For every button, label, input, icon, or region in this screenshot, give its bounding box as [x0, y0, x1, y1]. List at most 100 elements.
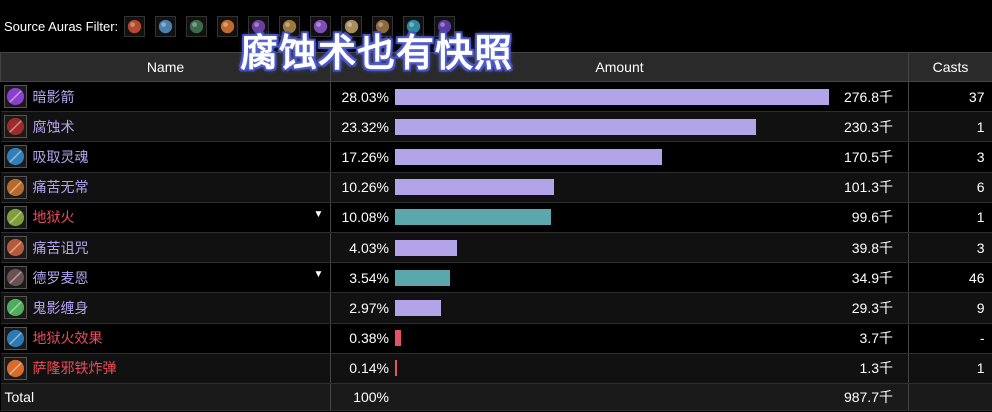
indigo-eye-icon[interactable]: [434, 15, 456, 37]
table-row[interactable]: 鬼影缠身 2.97% 29.3千 9: [0, 292, 992, 324]
damage-amount: 99.6千: [851, 209, 893, 226]
damage-bar-track: [395, 118, 829, 135]
damage-bar: [395, 118, 757, 135]
damage-amount: 34.9千: [851, 269, 893, 286]
expand-caret-icon[interactable]: ▼: [313, 208, 324, 220]
overlay-title: 腐蚀术也有快照: [240, 31, 514, 75]
demon-icon: [3, 266, 27, 290]
hellfire-effect-icon: [3, 326, 27, 350]
filter-label: Source Auras Filter:: [4, 18, 119, 34]
spell-name[interactable]: 暗影箭: [32, 88, 75, 105]
damage-percent: 0.38%: [349, 330, 389, 347]
damage-bar: [395, 330, 402, 347]
swirl-icon[interactable]: [155, 15, 177, 37]
cast-count: 46: [908, 262, 992, 294]
total-amount: 987.7千: [843, 388, 893, 405]
hellfire-icon: [3, 205, 27, 229]
damage-percent: 2.97%: [349, 299, 389, 316]
spell-name[interactable]: 地狱火效果: [32, 330, 103, 347]
damage-bar-track: [395, 148, 829, 165]
table-row[interactable]: 痛苦无常 10.26% 101.3千 6: [0, 172, 992, 203]
table-row[interactable]: 暗影箭 28.03% 276.8千 37: [0, 81, 992, 113]
damage-amount: 3.7千: [859, 330, 893, 347]
damage-amount: 276.8千: [843, 88, 893, 105]
damage-amount: 1.3千: [859, 360, 893, 377]
damage-bar: [395, 209, 552, 226]
damage-bar-track: [395, 239, 829, 256]
total-pct: 100%: [353, 388, 389, 405]
spell-name[interactable]: 萨隆邪铁炸弹: [32, 360, 117, 377]
source-auras-filter-bar: Source Auras Filter:: [0, 0, 992, 52]
unstable-affliction-icon: [3, 175, 27, 199]
spell-name[interactable]: 鬼影缠身: [32, 299, 89, 316]
header-name[interactable]: Name: [0, 52, 331, 82]
haunt-icon: [3, 296, 27, 320]
damage-percent: 17.26%: [341, 148, 389, 165]
damage-bar-track: [395, 269, 829, 286]
spell-name[interactable]: 腐蚀术: [32, 118, 75, 135]
cast-count: 37: [908, 81, 992, 113]
table-row[interactable]: 地狱火 ▼ 10.08% 99.6千 1: [0, 202, 992, 233]
cast-count: 1: [908, 202, 992, 233]
damage-amount: 170.5千: [843, 148, 893, 165]
damage-table: Name Amount Casts 暗影箭 28.03% 276.8千 37 腐蚀术 23…: [0, 52, 992, 411]
curse-of-agony-icon: [3, 236, 27, 260]
damage-bar-track: [395, 179, 829, 196]
table-row[interactable]: 萨隆邪铁炸弹 0.14% 1.3千 1: [0, 353, 992, 384]
gold-beast-icon[interactable]: [279, 15, 301, 37]
fel-bomb-icon: [3, 356, 27, 380]
damage-bar: [395, 179, 554, 196]
damage-percent: 23.32%: [341, 118, 389, 135]
green-skull-icon[interactable]: [186, 15, 208, 37]
violet-burst-icon[interactable]: [310, 15, 332, 37]
damage-amount: 230.3千: [843, 118, 893, 135]
shadow-bolt-icon: [3, 85, 27, 109]
damage-amount: 29.3千: [851, 299, 893, 316]
damage-bar-track: [395, 209, 829, 226]
damage-bar: [395, 239, 458, 256]
spell-name[interactable]: 地狱火: [32, 209, 75, 226]
table-row[interactable]: 痛苦诅咒 4.03% 39.8千 3: [0, 232, 992, 264]
header-casts[interactable]: Casts: [908, 52, 992, 82]
spell-name[interactable]: 痛苦诅咒: [32, 239, 89, 256]
cast-count: 1: [908, 111, 992, 143]
damage-bar-track: [395, 299, 829, 316]
brown-rune-icon[interactable]: [372, 15, 394, 37]
damage-percent: 10.08%: [341, 209, 389, 226]
damage-percent: 0.14%: [349, 360, 389, 377]
damage-percent: 10.26%: [341, 179, 389, 196]
damage-bar-track: [395, 88, 829, 105]
teal-orb-icon[interactable]: [403, 15, 425, 37]
damage-bar: [395, 269, 450, 286]
cast-count: 1: [908, 353, 992, 384]
expand-caret-icon[interactable]: ▼: [313, 269, 324, 281]
cast-count: 3: [908, 141, 992, 173]
damage-bar: [395, 360, 398, 377]
damage-bar: [395, 88, 829, 105]
table-row[interactable]: 地狱火效果 0.38% 3.7千 -: [0, 323, 992, 354]
orange-blade-icon[interactable]: [217, 15, 239, 37]
cast-count: 6: [908, 172, 992, 203]
cast-count: 9: [908, 292, 992, 324]
damage-bar-track: [395, 360, 829, 377]
damage-percent: 3.54%: [349, 269, 389, 286]
drain-soul-icon: [3, 145, 27, 169]
damage-bar: [395, 148, 663, 165]
table-row[interactable]: 吸取灵魂 17.26% 170.5千 3: [0, 141, 992, 173]
damage-bar: [395, 299, 441, 316]
tan-glyph-icon[interactable]: [341, 15, 363, 37]
fire-bottle-icon[interactable]: [124, 15, 146, 37]
damage-percent: 4.03%: [349, 239, 389, 256]
table-row[interactable]: 德罗麦恩 ▼ 3.54% 34.9千 46: [0, 262, 992, 294]
damage-amount: 39.8千: [851, 239, 893, 256]
header-amount[interactable]: Amount: [330, 52, 909, 82]
purple-star-icon[interactable]: [248, 15, 270, 37]
total-row: Total 100% 987.7千: [0, 383, 992, 411]
damage-amount: 101.3千: [843, 179, 893, 196]
cast-count: 3: [908, 232, 992, 264]
table-row[interactable]: 腐蚀术 23.32% 230.3千 1: [0, 111, 992, 143]
damage-percent: 28.03%: [341, 88, 389, 105]
spell-name[interactable]: 吸取灵魂: [32, 148, 89, 165]
spell-name[interactable]: 痛苦无常: [32, 179, 89, 196]
spell-name[interactable]: 德罗麦恩: [32, 269, 89, 286]
